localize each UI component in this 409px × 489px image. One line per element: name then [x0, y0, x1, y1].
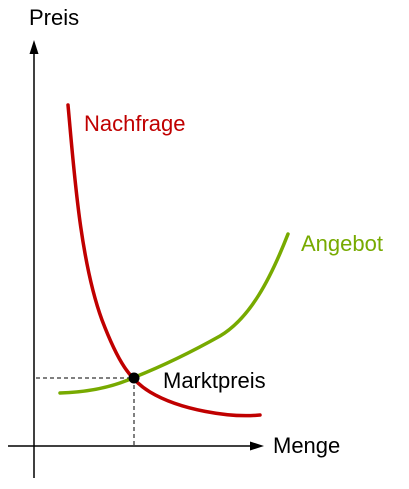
- x-axis-arrow-icon: [250, 441, 264, 451]
- demand-curve: [66, 103, 262, 418]
- equilibrium-point: [128, 372, 140, 384]
- supply-label: Angebot: [301, 231, 383, 256]
- supply-curve: [58, 232, 290, 395]
- equilibrium-label: Marktpreis: [163, 368, 266, 393]
- x-axis-label: Menge: [273, 433, 340, 458]
- demand-label: Nachfrage: [84, 111, 186, 136]
- y-axis-arrow-icon: [29, 40, 39, 54]
- y-axis-label: Preis: [29, 5, 79, 30]
